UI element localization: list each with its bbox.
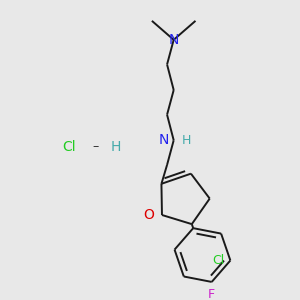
Text: N: N — [169, 33, 179, 47]
Text: H: H — [181, 134, 191, 147]
Text: Cl: Cl — [62, 140, 76, 154]
Text: O: O — [143, 208, 155, 222]
Text: H: H — [110, 140, 121, 154]
Text: F: F — [208, 288, 215, 300]
Text: N: N — [159, 133, 169, 147]
Text: Cl: Cl — [212, 254, 225, 267]
Text: –: – — [92, 140, 98, 153]
